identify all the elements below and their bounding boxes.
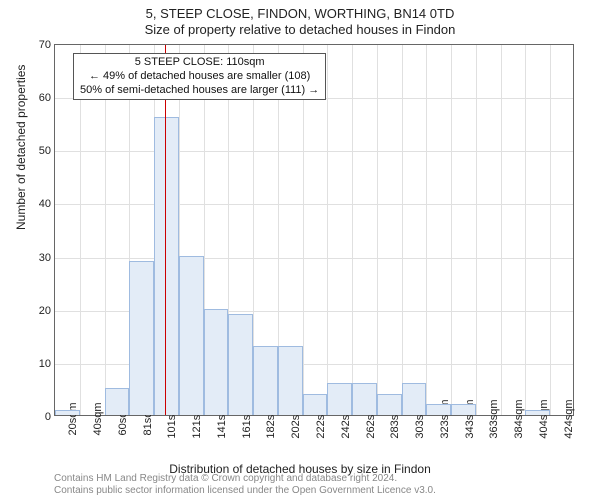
- xtick-label: 404sqm: [538, 399, 550, 438]
- histogram-bar: [426, 404, 451, 415]
- annotation-line: 50% of semi-detached houses are larger (…: [80, 84, 319, 98]
- histogram-bar: [451, 404, 476, 415]
- ytick-label: 50: [39, 145, 51, 157]
- gridline-v: [476, 45, 477, 415]
- plot-area: 01020304050607020sqm40sqm60sqm81sqm101sq…: [54, 44, 574, 416]
- ytick-label: 10: [39, 358, 51, 370]
- gridline-v: [80, 45, 81, 415]
- xtick-label: 384sqm: [513, 399, 525, 438]
- xtick-label: 363sqm: [488, 399, 500, 438]
- xtick-label: 424sqm: [563, 399, 575, 438]
- annotation-line: 5 STEEP CLOSE: 110sqm: [80, 56, 319, 70]
- histogram-bar: [327, 383, 352, 415]
- xtick-label: 40sqm: [92, 402, 104, 435]
- gridline-v: [105, 45, 106, 415]
- plot-container: 01020304050607020sqm40sqm60sqm81sqm101sq…: [54, 44, 574, 416]
- histogram-bar: [154, 117, 179, 415]
- gridline-v: [550, 45, 551, 415]
- footer: Contains HM Land Registry data © Crown c…: [54, 473, 436, 497]
- histogram-bar: [129, 261, 154, 415]
- histogram-bar: [204, 309, 229, 415]
- histogram-bar: [352, 383, 377, 415]
- ytick-label: 60: [39, 92, 51, 104]
- ytick-label: 20: [39, 305, 51, 317]
- chart-title-sub: Size of property relative to detached ho…: [0, 21, 600, 37]
- gridline-v: [402, 45, 403, 415]
- gridline-v: [451, 45, 452, 415]
- histogram-bar: [228, 314, 253, 415]
- annotation-box: 5 STEEP CLOSE: 110sqm← 49% of detached h…: [73, 53, 326, 100]
- gridline-v: [377, 45, 378, 415]
- gridline-v: [303, 45, 304, 415]
- histogram-bar: [402, 383, 427, 415]
- ytick-label: 30: [39, 252, 51, 264]
- histogram-bar: [179, 256, 204, 415]
- gridline-v: [352, 45, 353, 415]
- gridline-v: [426, 45, 427, 415]
- gridline-v: [501, 45, 502, 415]
- ytick-label: 70: [39, 39, 51, 51]
- chart-title-main: 5, STEEP CLOSE, FINDON, WORTHING, BN14 0…: [0, 0, 600, 21]
- ytick-label: 40: [39, 198, 51, 210]
- histogram-bar: [525, 410, 550, 415]
- property-marker-line: [165, 45, 166, 415]
- histogram-bar: [303, 394, 328, 415]
- histogram-bar: [105, 388, 130, 415]
- gridline-v: [327, 45, 328, 415]
- y-axis-label: Number of detached properties: [14, 65, 28, 230]
- histogram-bar: [55, 410, 80, 415]
- gridline-h: [55, 258, 573, 259]
- ytick-label: 0: [45, 411, 51, 423]
- histogram-bar: [278, 346, 303, 415]
- histogram-bar: [377, 394, 402, 415]
- footer-line-2: Contains public sector information licen…: [54, 485, 436, 497]
- gridline-v: [525, 45, 526, 415]
- footer-line-1: Contains HM Land Registry data © Crown c…: [54, 473, 436, 485]
- gridline-h: [55, 151, 573, 152]
- histogram-bar: [253, 346, 278, 415]
- gridline-h: [55, 204, 573, 205]
- annotation-line: ← 49% of detached houses are smaller (10…: [80, 70, 319, 84]
- xtick-label: 20sqm: [67, 402, 79, 435]
